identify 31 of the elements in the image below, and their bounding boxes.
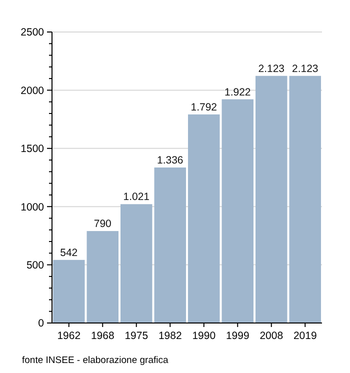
data-label: 2.123 bbox=[292, 62, 318, 75]
x-tick-label: 2019 bbox=[293, 330, 317, 342]
x-tick-label: 1962 bbox=[57, 330, 81, 342]
x-tick-label: 1975 bbox=[124, 330, 148, 342]
bar bbox=[86, 231, 118, 323]
data-label: 790 bbox=[94, 218, 112, 230]
bar bbox=[222, 99, 254, 323]
data-label: 1.021 bbox=[123, 191, 150, 204]
x-tick-label: 1990 bbox=[192, 330, 216, 342]
y-tick-label: 500 bbox=[26, 259, 44, 272]
y-tick-label: 1000 bbox=[20, 201, 44, 214]
bar bbox=[154, 167, 186, 323]
y-tick-label: 0 bbox=[38, 318, 44, 330]
y-tick-label: 2500 bbox=[20, 26, 44, 39]
data-label: 1.336 bbox=[156, 154, 184, 166]
bar bbox=[53, 260, 85, 323]
y-tick-label: 2000 bbox=[20, 84, 44, 97]
x-tick-label: 1982 bbox=[158, 330, 182, 342]
y-tick-label: 1500 bbox=[20, 143, 44, 156]
bar bbox=[120, 204, 152, 323]
bar bbox=[188, 114, 220, 323]
bar bbox=[289, 76, 321, 323]
source-note: fonte INSEE - elaborazione grafica bbox=[22, 355, 169, 366]
data-label: 1.922 bbox=[224, 86, 251, 98]
x-tick-label: 2008 bbox=[260, 330, 284, 342]
x-tick-label: 1968 bbox=[90, 330, 114, 342]
data-label: 542 bbox=[60, 246, 78, 259]
data-label: 1.792 bbox=[190, 101, 218, 114]
bar bbox=[256, 76, 288, 323]
data-label: 2.123 bbox=[258, 62, 285, 75]
x-tick-label: 1999 bbox=[226, 330, 250, 342]
